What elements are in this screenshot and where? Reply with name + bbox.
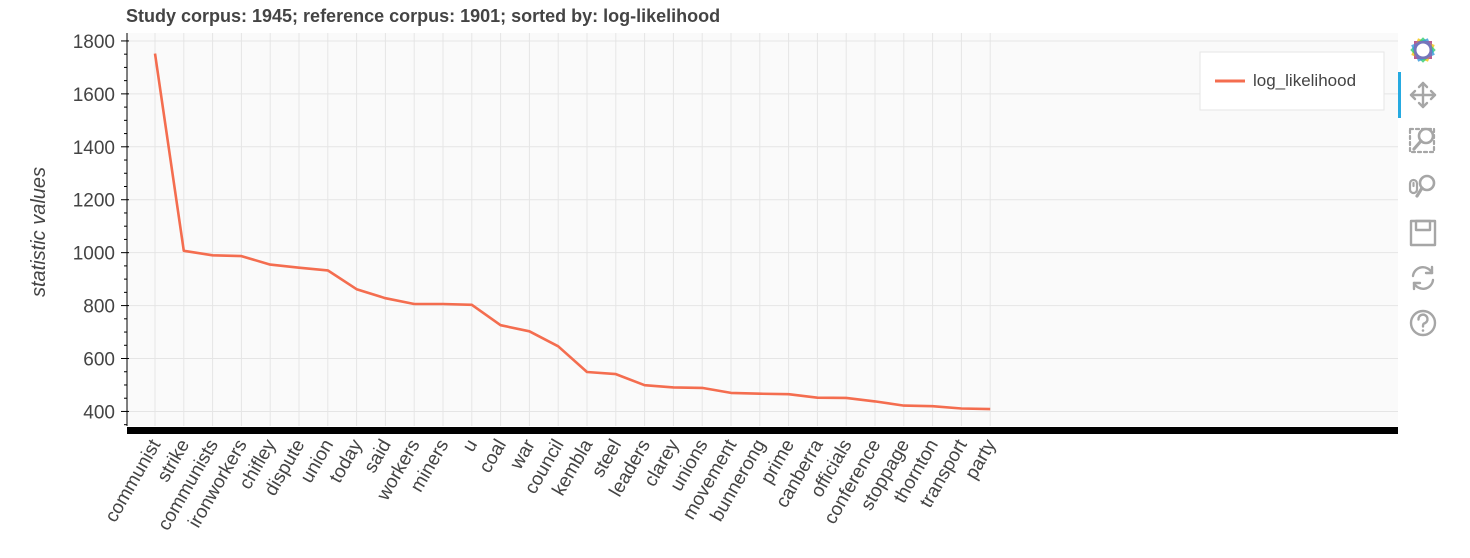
y-tick-label: 1400 (73, 138, 115, 159)
y-axis: 400 600 800 1000 1200 1400 1600 1800 (73, 32, 129, 426)
y-tick-label: 1800 (73, 32, 115, 53)
series-layer (153, 53, 991, 411)
bokeh-logo-icon (1408, 35, 1438, 65)
x-tick-label: party (961, 436, 1001, 484)
save-icon[interactable] (1408, 218, 1438, 248)
y-tick-label: 600 (83, 350, 115, 371)
active-tool-indicator (1398, 72, 1401, 118)
y-tick-label: 1600 (73, 85, 115, 106)
pan-icon[interactable] (1408, 80, 1438, 110)
legend: log_likelihood (1199, 51, 1385, 111)
y-tick-label: 800 (83, 297, 115, 318)
legend-entry-log-likelihood: log_likelihood (1253, 71, 1356, 90)
x-tick-label: u (459, 436, 482, 456)
chart-title: Study corpus: 1945; reference corpus: 19… (126, 6, 721, 26)
toolbar (1398, 30, 1448, 360)
grid-lines (127, 33, 1398, 426)
help-icon[interactable] (1408, 308, 1438, 338)
reset-icon[interactable] (1408, 263, 1438, 293)
y-axis-label: statistic values (28, 167, 50, 297)
x-axis-line (127, 427, 1398, 434)
y-tick-label: 1200 (73, 191, 115, 212)
y-tick-label: 1000 (73, 244, 115, 265)
wheel-zoom-icon[interactable] (1408, 171, 1438, 201)
y-tick-label: 400 (83, 402, 115, 423)
plot-background (127, 33, 1398, 426)
box-zoom-icon[interactable] (1408, 125, 1438, 155)
x-tick-label: communist (101, 435, 165, 526)
series-line-log-likelihood (153, 53, 991, 411)
x-axis: communiststrikecommunistsironworkerschif… (101, 427, 1398, 534)
x-tick-label: coal (475, 436, 511, 477)
